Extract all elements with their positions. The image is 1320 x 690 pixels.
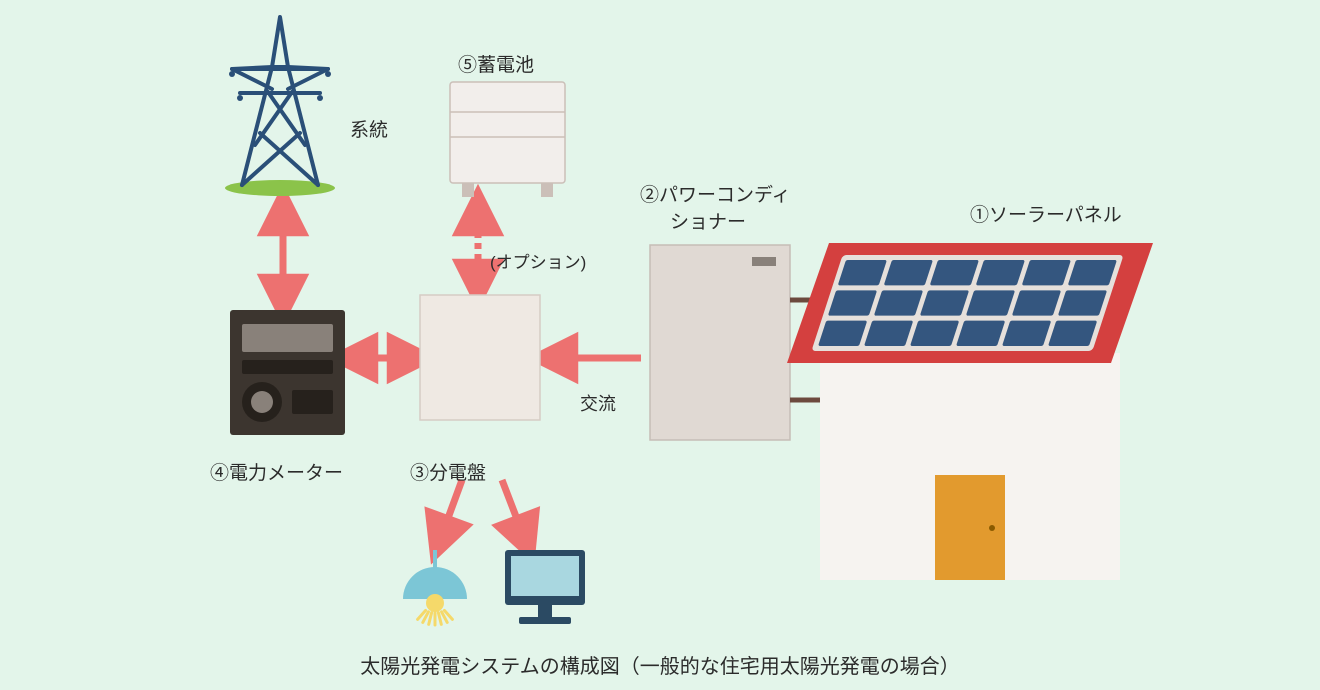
- monitor-icon: [505, 550, 585, 624]
- lamp-icon: [403, 550, 467, 625]
- label-pcs-line1: ②パワーコンディ: [640, 180, 791, 207]
- label-ac: 交流: [580, 390, 616, 416]
- pcs-icon: [650, 245, 790, 440]
- meter-icon: [230, 310, 345, 435]
- label-grid: 系統: [350, 115, 388, 142]
- label-solar: ①ソーラーパネル: [970, 200, 1122, 227]
- house-icon: [787, 243, 1153, 580]
- label-dist: ③分電盤: [410, 458, 486, 485]
- label-battery: ⑤蓄電池: [458, 50, 534, 77]
- label-meter: ④電力メーター: [210, 458, 343, 485]
- label-pcs-line2: ショナー: [670, 207, 746, 234]
- diagram-svg: [0, 0, 1320, 690]
- dist-icon: [420, 295, 540, 420]
- caption: 太陽光発電システムの構成図（一般的な住宅用太陽光発電の場合）: [0, 650, 1320, 679]
- tower-icon: [225, 17, 335, 196]
- label-option: (オプション): [490, 248, 586, 273]
- arrow-dist-lamp: [440, 480, 462, 540]
- arrow-dist-monitor: [502, 480, 525, 540]
- solar-panel-icon: [811, 255, 1123, 351]
- battery-icon: [450, 82, 565, 197]
- diagram-canvas: ①ソーラーパネル ②パワーコンディ ショナー ③分電盤 ④電力メーター ⑤蓄電池…: [0, 0, 1320, 690]
